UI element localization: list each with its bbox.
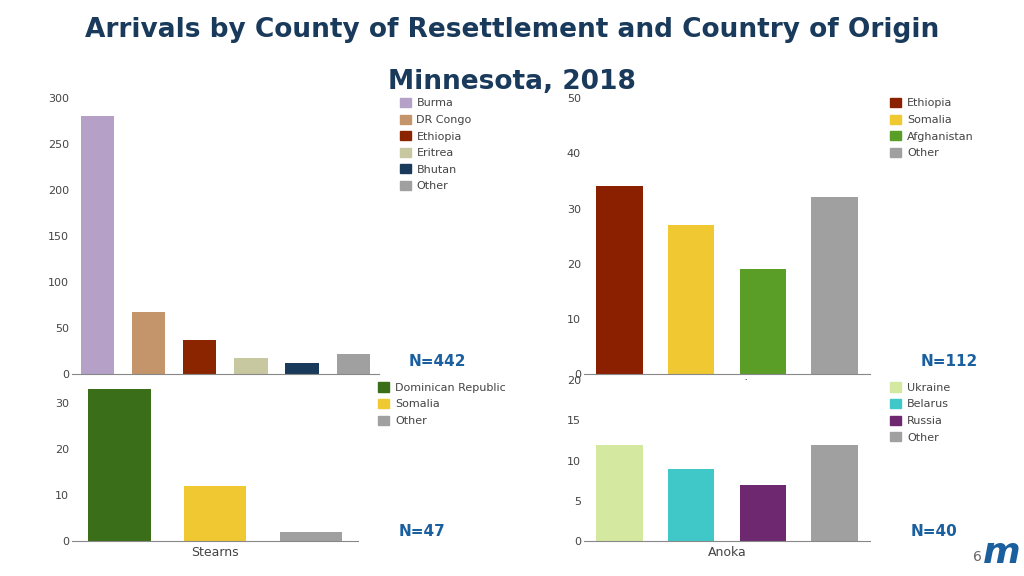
Bar xyxy=(184,486,246,541)
Bar xyxy=(234,358,267,374)
Bar xyxy=(280,532,342,541)
Text: m: m xyxy=(983,536,1021,570)
Bar xyxy=(337,354,370,374)
Bar xyxy=(811,445,858,541)
Bar xyxy=(811,198,858,374)
Legend: Ethiopia, Somalia, Afghanistan, Other: Ethiopia, Somalia, Afghanistan, Other xyxy=(890,98,974,158)
Text: Arrivals by County of Resettlement and Country of Origin: Arrivals by County of Resettlement and C… xyxy=(85,17,939,43)
Bar xyxy=(88,389,151,541)
Bar xyxy=(668,469,715,541)
Bar xyxy=(183,340,216,374)
Bar xyxy=(132,312,165,374)
Legend: Burma, DR Congo, Ethiopia, Eritrea, Bhutan, Other: Burma, DR Congo, Ethiopia, Eritrea, Bhut… xyxy=(399,98,472,191)
Text: N=47: N=47 xyxy=(398,524,445,539)
Bar xyxy=(739,485,786,541)
Text: N=442: N=442 xyxy=(409,354,466,369)
Text: N=112: N=112 xyxy=(921,354,978,369)
Bar xyxy=(668,225,715,374)
Legend: Ukraine, Belarus, Russia, Other: Ukraine, Belarus, Russia, Other xyxy=(890,382,950,442)
Legend: Dominican Republic, Somalia, Other: Dominican Republic, Somalia, Other xyxy=(378,382,506,426)
Text: Minnesota, 2018: Minnesota, 2018 xyxy=(388,69,636,95)
Bar xyxy=(596,187,643,374)
Bar xyxy=(81,116,114,374)
Bar xyxy=(596,445,643,541)
Text: N=40: N=40 xyxy=(910,524,957,539)
Bar xyxy=(739,270,786,374)
Text: 6: 6 xyxy=(974,551,982,564)
Bar xyxy=(286,363,318,374)
